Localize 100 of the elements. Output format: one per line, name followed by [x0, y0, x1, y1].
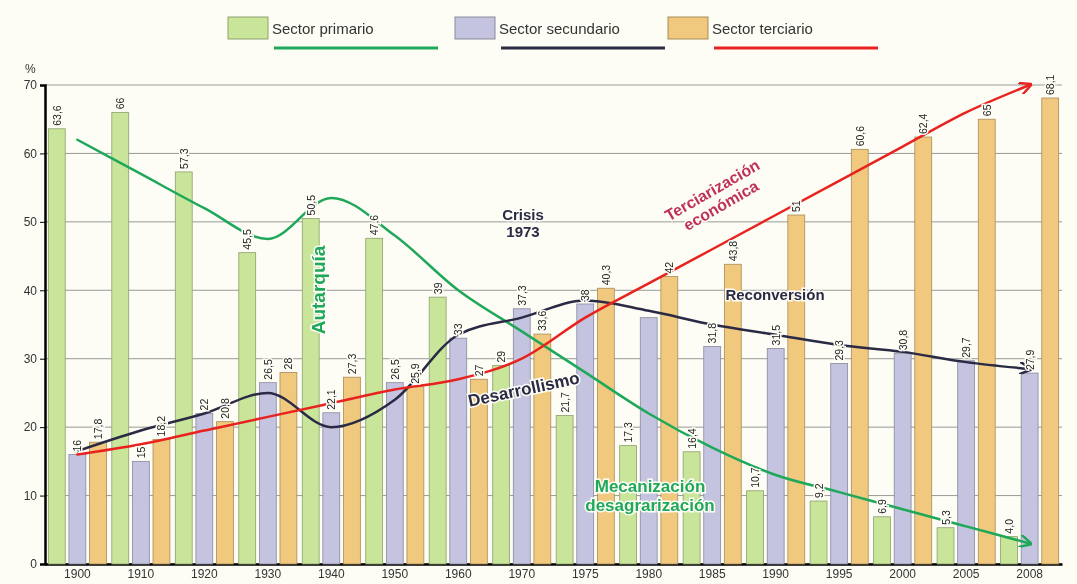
data-label: 65 [980, 104, 993, 117]
bar [449, 337, 468, 565]
data-label: 6,9 [876, 499, 889, 514]
legend-label: Sector terciario [712, 20, 813, 37]
bar [238, 252, 257, 565]
x-tick-label: 1960 [444, 566, 472, 581]
annotation: Autarquía [308, 245, 329, 335]
x-tick-label: 1990 [762, 566, 790, 581]
data-label: 15 [134, 446, 147, 459]
data-label: 39 [431, 282, 444, 295]
bar [893, 352, 912, 565]
data-label: 29 [495, 350, 508, 363]
data-label: 26,5 [388, 359, 401, 380]
data-label: 25,9 [409, 363, 422, 384]
y-tick-label: 60 [23, 146, 38, 161]
annotation: Crisis 1973 [502, 206, 544, 240]
data-label: 33 [452, 323, 465, 336]
bar [555, 415, 574, 565]
bar [936, 527, 955, 565]
bar [343, 376, 361, 565]
data-label: 38 [579, 289, 592, 301]
data-label: 27,9 [1023, 349, 1036, 371]
data-label: 63,6 [50, 105, 63, 126]
data-label: 31,5 [769, 324, 782, 346]
x-tick-label: 2005 [952, 566, 980, 581]
bar [850, 148, 869, 565]
y-tick-label: 30 [23, 352, 38, 367]
data-label: 17,8 [91, 418, 104, 440]
x-tick-label: 1930 [254, 566, 282, 581]
y-tick-label: 50 [23, 215, 38, 230]
bar [174, 171, 193, 565]
data-label: 40,3 [599, 264, 612, 286]
x-tick-label: 1985 [698, 566, 726, 581]
data-label: 30,8 [896, 329, 909, 351]
x-tick-label: 1900 [64, 566, 92, 581]
data-label: 27,3 [345, 353, 358, 375]
y-tick-label: 10 [23, 488, 38, 503]
data-label: 4,0 [1003, 518, 1016, 534]
data-label: 29,3 [833, 339, 846, 361]
data-label: 51 [790, 200, 803, 213]
bar [68, 454, 87, 565]
bar [195, 413, 214, 565]
data-label: 62,4 [917, 113, 930, 135]
data-label: 66 [114, 97, 127, 110]
bar [957, 360, 975, 565]
bar [216, 421, 234, 565]
bar [746, 490, 764, 565]
bar [279, 372, 298, 565]
x-tick-label: 2008 [1016, 566, 1044, 581]
data-label: 33,6 [536, 310, 549, 332]
data-label: 42 [663, 261, 676, 274]
bar [258, 382, 277, 565]
data-label: 31,8 [706, 322, 719, 344]
data-label: 43,8 [726, 240, 739, 262]
data-label: 9,2 [812, 483, 825, 499]
y-axis-title: % [25, 62, 36, 76]
data-label: 16 [71, 439, 84, 452]
data-label: 16,4 [685, 428, 698, 449]
data-label: 26,5 [261, 359, 274, 380]
data-label: 28 [282, 357, 295, 370]
y-tick-label: 40 [23, 283, 38, 298]
x-tick-label: 1980 [635, 566, 663, 581]
data-label: 50,5 [304, 194, 317, 216]
data-label: 10,7 [749, 467, 762, 488]
data-label: 45,5 [241, 229, 254, 250]
bar [111, 111, 130, 565]
bar [873, 516, 891, 565]
data-label: 18,2 [155, 415, 168, 437]
y-tick-label: 20 [23, 420, 38, 435]
bar [132, 460, 150, 565]
y-tick-label: 0 [30, 557, 38, 572]
data-label: 22 [198, 398, 211, 411]
data-label: 29,7 [960, 337, 973, 358]
bar [830, 363, 849, 565]
data-label: 37,3 [515, 285, 528, 306]
x-tick-label: 1910 [127, 566, 155, 581]
data-label: 60,6 [853, 125, 866, 147]
data-label: 5,3 [939, 509, 952, 525]
x-tick-label: 1940 [317, 566, 345, 581]
data-label: 27 [472, 364, 485, 377]
bar [914, 136, 933, 565]
x-tick-label: 1995 [825, 566, 853, 581]
bar [365, 237, 384, 565]
data-label: 17,3 [622, 422, 635, 443]
data-label: 22,1 [325, 389, 338, 410]
legend-label: Sector primario [272, 20, 374, 37]
annotation: Mecanización desagrarización [585, 477, 715, 515]
bar [406, 386, 425, 565]
bar [809, 500, 828, 565]
bar [322, 412, 341, 565]
data-label: 47,6 [368, 214, 381, 236]
x-tick-label: 1950 [381, 566, 409, 581]
bar [47, 128, 66, 565]
bar [1020, 372, 1039, 565]
bar [428, 296, 447, 565]
bar [385, 382, 404, 565]
data-label: 20,8 [218, 398, 231, 419]
x-tick-label: 1970 [508, 566, 536, 581]
bar [977, 118, 996, 565]
x-tick-label: 1975 [571, 566, 599, 581]
